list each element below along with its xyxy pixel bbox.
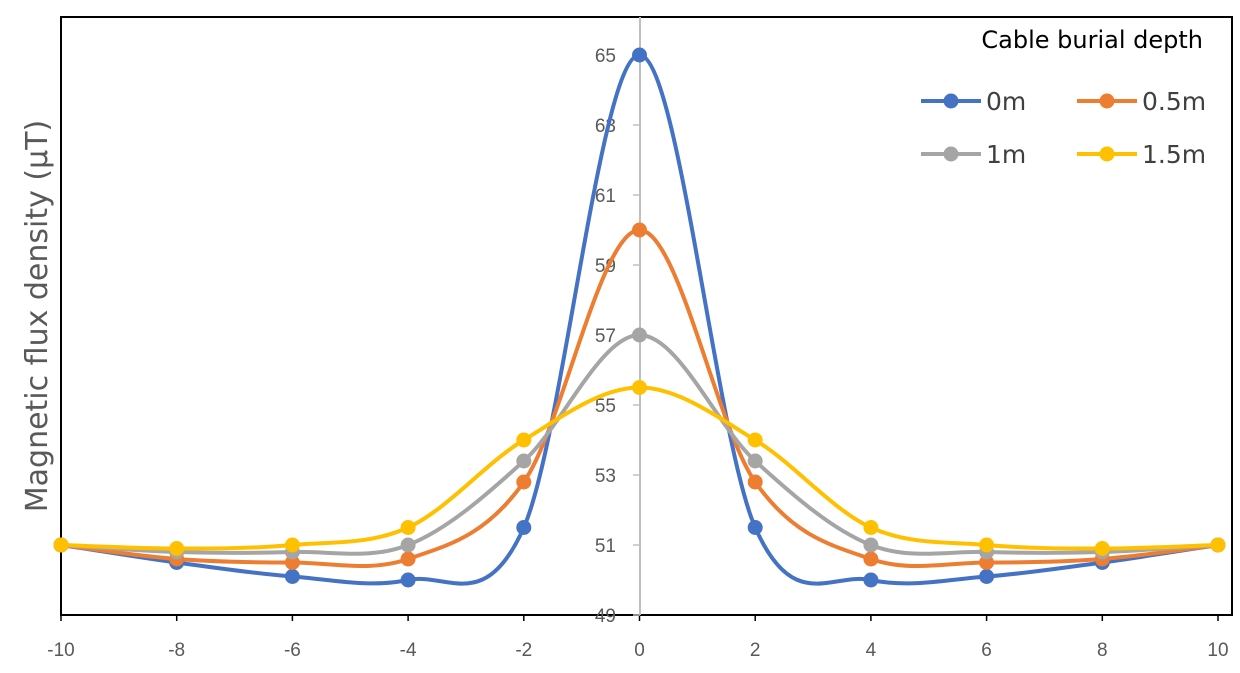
- data-point-1.5m: [863, 520, 879, 535]
- data-point-0m: [863, 572, 879, 588]
- data-point-0m: [284, 569, 300, 584]
- x-tick-label: -4: [400, 640, 417, 661]
- y-axis-title: Magnetic flux density (μT): [20, 120, 55, 512]
- data-point-0m: [516, 520, 532, 535]
- data-point-0.5m: [516, 474, 532, 490]
- y-tick-label: 57: [595, 326, 616, 347]
- data-point-1m: [747, 453, 763, 469]
- data-point-0m: [747, 520, 763, 535]
- legend-marker-1m: [943, 146, 959, 162]
- data-point-1.5m: [169, 541, 185, 556]
- data-point-1.5m: [400, 520, 416, 535]
- legend: 0m 0.5m 1m 1.5m: [921, 87, 1206, 169]
- data-point-0.5m: [400, 551, 416, 567]
- x-tick-label: -2: [515, 640, 532, 661]
- legend-label-0.5m: 0.5m: [1142, 87, 1206, 116]
- x-tick-label: 6: [981, 640, 992, 661]
- data-point-0.5m: [747, 474, 763, 490]
- x-tick-label: 8: [1097, 640, 1108, 661]
- data-point-1.5m: [53, 537, 69, 553]
- legend-label-1m: 1m: [986, 140, 1026, 169]
- data-point-1m: [863, 537, 879, 553]
- data-point-1.5m: [516, 432, 532, 448]
- y-tick-label: 61: [595, 186, 616, 207]
- data-point-0m: [400, 572, 416, 588]
- x-tick-label: -6: [284, 640, 301, 661]
- legend-title: Cable burial depth: [981, 26, 1203, 54]
- data-point-1m: [516, 453, 532, 469]
- x-tick-label: 0: [634, 640, 645, 661]
- y-tick-label: 51: [595, 536, 616, 557]
- x-tick-label: -8: [168, 640, 185, 661]
- y-tick-label: 65: [595, 46, 616, 67]
- data-point-0.5m: [863, 551, 879, 567]
- data-point-0.5m: [632, 222, 647, 238]
- data-point-0m: [979, 569, 995, 584]
- series-markers: [53, 47, 1226, 588]
- data-point-1.5m: [632, 380, 647, 395]
- y-tick-label: 49: [595, 606, 616, 627]
- legend-marker-1.5m: [1099, 146, 1115, 162]
- legend-marker-0m: [943, 93, 959, 109]
- x-tick-label: 10: [1207, 640, 1228, 661]
- x-tick-label: -10: [47, 640, 74, 661]
- y-tick-label: 53: [595, 466, 616, 487]
- data-point-0.5m: [979, 555, 995, 570]
- data-point-1.5m: [979, 537, 995, 553]
- data-point-1m: [632, 327, 647, 343]
- data-point-0.5m: [284, 555, 300, 570]
- x-axis-ticks: -10 -8 -6 -4 -2 0 2 4 6 8 10: [47, 615, 1229, 661]
- legend-marker-0.5m: [1099, 93, 1115, 109]
- data-point-1.5m: [1094, 541, 1110, 556]
- legend-label-0m: 0m: [986, 87, 1026, 116]
- data-point-1.5m: [1210, 537, 1226, 553]
- data-point-1.5m: [284, 537, 300, 553]
- data-point-1m: [400, 537, 416, 553]
- legend-label-1.5m: 1.5m: [1142, 140, 1206, 169]
- y-tick-label: 55: [595, 396, 616, 417]
- x-tick-label: 4: [866, 640, 877, 661]
- data-point-0m: [632, 47, 647, 63]
- x-tick-label: 2: [750, 640, 761, 661]
- data-point-1.5m: [747, 432, 763, 448]
